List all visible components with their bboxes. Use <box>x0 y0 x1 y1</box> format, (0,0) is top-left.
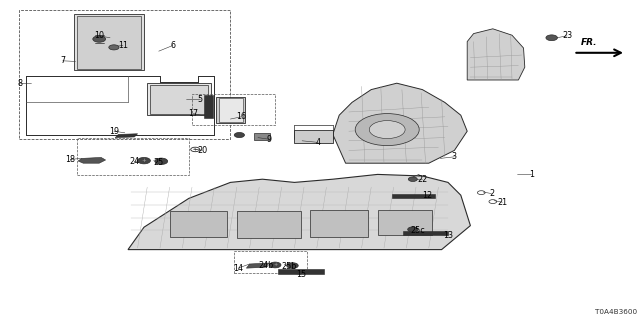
Text: 7: 7 <box>60 56 65 65</box>
Text: 9: 9 <box>266 135 271 144</box>
Text: 13: 13 <box>443 231 453 240</box>
Text: 25: 25 <box>154 158 164 167</box>
Circle shape <box>408 177 417 181</box>
Text: 24: 24 <box>129 157 140 166</box>
Text: 20: 20 <box>197 146 207 155</box>
Bar <box>216 97 245 123</box>
Bar <box>219 98 243 122</box>
Circle shape <box>93 36 106 42</box>
Bar <box>254 133 270 140</box>
Text: T0A4B3600: T0A4B3600 <box>595 309 637 315</box>
Text: 19: 19 <box>109 127 119 136</box>
Circle shape <box>109 45 119 50</box>
Text: 16: 16 <box>236 112 246 121</box>
Polygon shape <box>467 29 525 80</box>
Text: 15: 15 <box>296 270 306 279</box>
Circle shape <box>355 114 419 146</box>
Text: 24b: 24b <box>258 261 273 270</box>
Bar <box>403 231 448 235</box>
Text: 22: 22 <box>417 175 428 184</box>
Text: 25c: 25c <box>410 226 425 235</box>
Circle shape <box>155 158 168 164</box>
Text: 17: 17 <box>188 109 198 118</box>
Polygon shape <box>78 157 106 163</box>
Bar <box>170 211 227 237</box>
Bar <box>237 211 301 238</box>
Polygon shape <box>246 263 269 268</box>
Circle shape <box>546 35 557 41</box>
Text: 21: 21 <box>497 198 508 207</box>
Text: 12: 12 <box>422 191 433 200</box>
Text: 14: 14 <box>233 264 243 273</box>
Text: 11: 11 <box>118 41 128 50</box>
Bar <box>204 95 213 118</box>
Circle shape <box>269 262 281 268</box>
Text: 10: 10 <box>94 31 104 40</box>
Bar <box>77 16 141 69</box>
Bar <box>192 94 275 125</box>
Circle shape <box>369 121 405 139</box>
Text: 3: 3 <box>452 152 457 161</box>
Bar <box>234 251 307 273</box>
Polygon shape <box>74 14 144 70</box>
Text: 18: 18 <box>65 155 76 164</box>
Text: FR.: FR. <box>580 38 597 47</box>
Circle shape <box>234 132 244 138</box>
Bar <box>392 194 435 198</box>
Polygon shape <box>128 174 470 250</box>
Text: 25b: 25b <box>282 262 297 271</box>
Circle shape <box>138 157 150 164</box>
Circle shape <box>408 227 418 232</box>
Text: 5: 5 <box>198 95 203 104</box>
Text: 6: 6 <box>170 41 175 50</box>
Text: 2: 2 <box>489 189 494 198</box>
Polygon shape <box>333 83 467 163</box>
Text: 23: 23 <box>562 31 572 40</box>
Bar <box>19 10 230 139</box>
Bar <box>310 210 368 237</box>
Text: 4: 4 <box>316 138 321 147</box>
Polygon shape <box>115 134 138 138</box>
Text: 8: 8 <box>17 79 22 88</box>
Text: +: + <box>273 262 277 268</box>
Text: +: + <box>141 158 147 163</box>
Bar <box>378 210 432 235</box>
Circle shape <box>287 263 298 268</box>
Polygon shape <box>147 83 211 115</box>
Bar <box>294 130 333 143</box>
Bar <box>150 85 208 114</box>
Bar <box>278 269 324 274</box>
Text: 1: 1 <box>529 170 534 179</box>
Bar <box>77 138 189 175</box>
